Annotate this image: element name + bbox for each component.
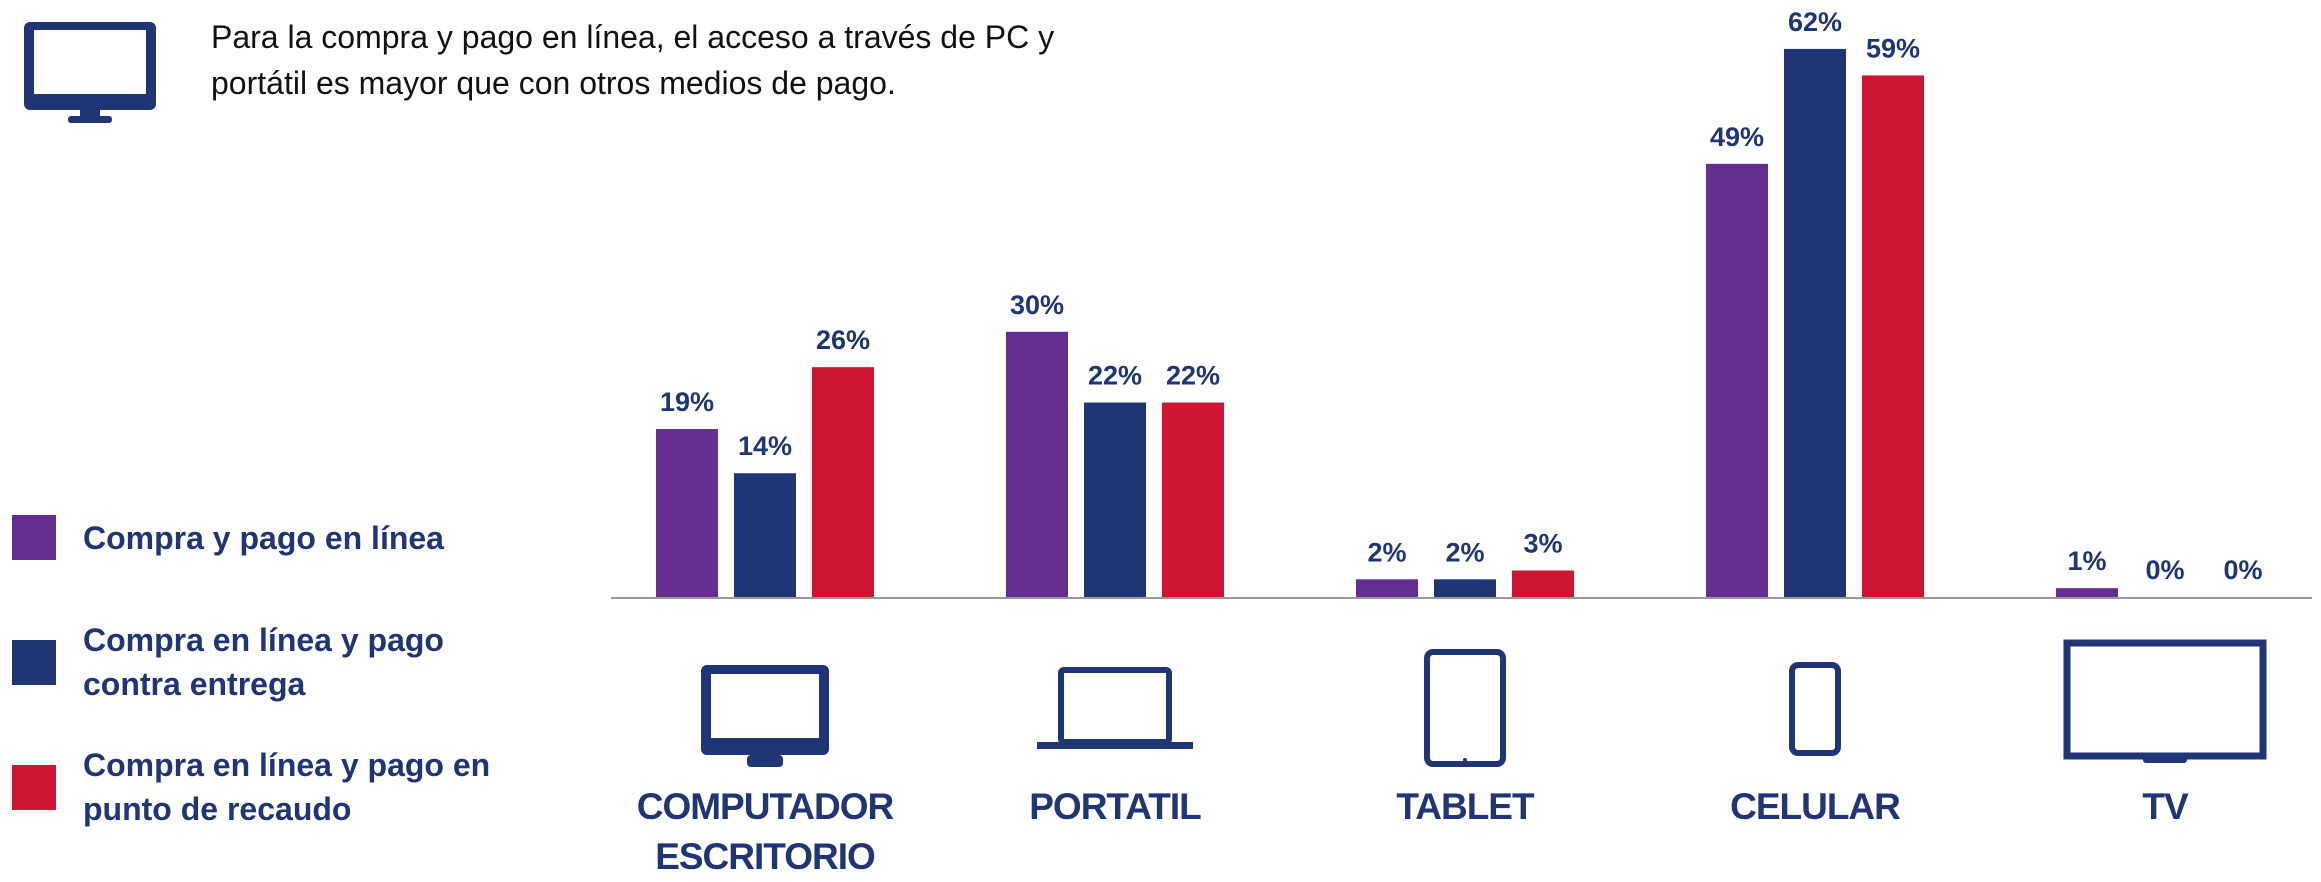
value-label: 0% <box>2223 555 2262 585</box>
bar <box>1512 570 1574 597</box>
header-icon <box>24 22 156 123</box>
legend-swatch <box>12 640 56 685</box>
category-icon <box>2063 639 2267 763</box>
value-label: 3% <box>1523 528 1562 558</box>
bar <box>1434 579 1496 597</box>
value-label: 62% <box>1788 7 1842 37</box>
bar <box>656 429 718 597</box>
category-label: CELULAR <box>1730 786 1901 827</box>
value-label: 1% <box>2067 546 2106 576</box>
icon-part <box>2063 639 2267 760</box>
bar <box>1862 75 1924 597</box>
category-label: PORTATIL <box>1029 786 1202 827</box>
legend-swatch <box>12 765 56 810</box>
bar <box>1706 163 1768 597</box>
chart-title: Para la compra y pago en línea, el acces… <box>211 19 1055 101</box>
icon-part <box>2143 756 2187 763</box>
icon-part <box>1424 649 1506 767</box>
legend-label: Compra en línea y pago contra entrega <box>83 622 444 702</box>
legend-label: Compra y pago en línea <box>83 520 444 556</box>
bar <box>734 473 796 597</box>
bar <box>1006 331 1068 597</box>
icon-part <box>1058 667 1172 745</box>
category-label: TV <box>2142 786 2188 827</box>
value-label: 59% <box>1866 33 1920 63</box>
category-label: COMPUTADOR ESCRITORIO <box>636 786 895 877</box>
value-label: 0% <box>2145 555 2184 585</box>
value-label: 14% <box>738 431 792 461</box>
value-label: 19% <box>660 387 714 417</box>
value-label: 22% <box>1088 361 1142 391</box>
bar <box>1162 402 1224 597</box>
bar <box>1356 579 1418 597</box>
icon-part <box>1463 758 1467 762</box>
value-label: 2% <box>1445 537 1484 567</box>
legend-label: Compra en línea y pago en punto de recau… <box>83 747 491 827</box>
value-label: 30% <box>1010 290 1064 320</box>
category-label: TABLET <box>1396 786 1534 827</box>
category-icon <box>701 665 829 767</box>
bar <box>2056 588 2118 597</box>
value-label: 2% <box>1367 537 1406 567</box>
icon-part <box>747 755 783 767</box>
value-label: 49% <box>1710 122 1764 152</box>
category-icon <box>1037 667 1193 749</box>
icon-part <box>711 674 819 738</box>
bar <box>812 367 874 597</box>
bar <box>1084 402 1146 597</box>
icon-part <box>1037 742 1193 749</box>
value-label: 26% <box>816 325 870 355</box>
legend-swatch <box>12 515 56 560</box>
value-label: 22% <box>1166 361 1220 391</box>
category-icon <box>1789 662 1841 756</box>
icon-part <box>1789 662 1841 756</box>
bar <box>1784 48 1846 598</box>
category-icon <box>1424 649 1506 767</box>
